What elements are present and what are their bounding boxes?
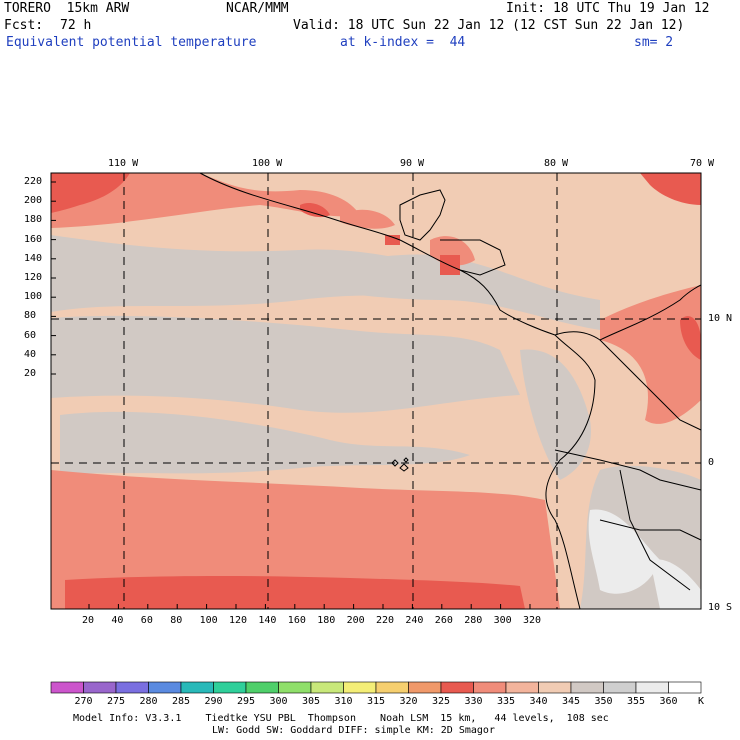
y-tick-label: 140 [24,252,43,264]
y-tick-label: 120 [24,272,43,283]
colorbar-level-label: 275 [107,696,126,707]
valid-time: Valid: 18 UTC Sun 22 Jan 12 (12 CST Sun … [293,18,685,33]
x-tick-label: 180 [317,615,336,626]
colorbar-swatch [50,681,84,694]
colorbar-level-label: 325 [432,696,451,707]
colorbar-swatch [538,681,572,694]
colorbar-level-label: 290 [204,696,223,707]
colorbar-swatch [180,681,214,694]
colorbar-level-label: 340 [529,696,548,707]
colorbar-level-label: 355 [627,696,646,707]
y-tick-label: 40 [24,348,37,360]
x-tick-label: 80 [170,615,183,626]
lat-label-10n: 10 N [708,313,733,324]
colorbar-swatch [408,681,442,694]
colorbar-level-label: 280 [139,696,158,707]
x-tick-label: 40 [111,615,124,626]
coastlines [199,172,702,610]
lon-label-80w: 80 W [544,158,569,169]
y-tick-label: 180 [24,214,43,226]
x-tick-label: 120 [229,615,248,626]
colorbar-swatch [635,681,669,694]
x-tick-label: 260 [434,615,453,626]
x-tick-label: 200 [346,615,365,626]
colorbar-level-label: 285 [172,696,191,707]
field-name: Equivalent potential temperature [6,35,257,50]
colorbar-swatch [278,681,312,694]
y-tick-label: 80 [24,310,37,322]
x-tick-label: 20 [82,615,95,626]
colorbar-level-label: 305 [302,696,321,707]
colorbar-level-label: 315 [367,696,386,707]
graticule [51,173,701,609]
lon-label-90w: 90 W [400,158,425,169]
y-tick-label: 20 [24,368,37,379]
x-tick-label: 140 [258,615,277,626]
smoothing-label: sm= 2 [634,35,674,50]
galapagos-islands [391,457,409,472]
lon-label-70w: 70 W [690,158,715,169]
colorbar-swatch [375,681,409,694]
colorbar-swatch [603,681,637,694]
x-tick-label: 220 [376,615,395,626]
x-tick-label: 300 [493,615,512,626]
init-time: Init: 18 UTC Thu 19 Jan 12 [506,1,710,16]
colorbar-swatch [148,681,182,694]
lon-label-110w: 110 W [108,158,139,169]
colorbar-level-label: 270 [74,696,93,707]
colorbar-swatch [343,681,377,694]
x-tick-label: 60 [140,615,153,626]
colorbar-swatch [213,681,247,694]
lat-label-0: 0 [708,457,715,468]
x-tick-label: 160 [287,615,306,626]
physics-info: LW: Godd SW: Goddard DIFF: simple KM: 2D… [212,725,495,736]
colorbar-level-label: 335 [497,696,516,707]
lat-label-10s: 10 S [708,602,733,613]
y-tick-label: 100 [24,291,43,303]
colorbar-swatch [505,681,539,694]
center-name: NCAR/MMM [226,1,289,16]
colorbar-level-label: 360 [659,696,678,707]
model-info: Model Info: V3.3.1 Tiedtke YSU PBL Thomp… [73,713,609,724]
forecast-value: 72 h [60,18,92,33]
colorbar-level-label: 350 [594,696,613,707]
x-tick-label: 240 [405,615,424,626]
colorbar-swatch [83,681,117,694]
colorbar-level-label: 310 [334,696,353,707]
x-tick-label: 320 [523,615,542,626]
y-tick-label: 60 [24,329,37,341]
colorbar-swatch [473,681,507,694]
colorbar-unit: K [698,696,705,707]
model-name: TORERO 15km ARW [4,1,130,16]
colorbar-swatch [668,681,702,694]
colorbar-swatch [570,681,604,694]
colorbar-swatch [245,681,279,694]
lon-label-100w: 100 W [252,158,283,169]
y-tick-label: 160 [24,233,43,245]
x-tick-label: 280 [464,615,483,626]
colorbar-level-label: 345 [562,696,581,707]
forecast-label: Fcst: [4,18,44,33]
y-tick-label: 200 [24,195,43,207]
x-tick-label: 100 [199,615,218,626]
y-tick-label: 220 [24,176,43,187]
axis-ticks [51,181,531,609]
colorbar-swatch [310,681,344,694]
colorbar-swatch [115,681,149,694]
map-field [51,173,701,609]
colorbar-level-label: 295 [237,696,256,707]
colorbar-swatch [440,681,474,694]
map-frame [50,172,702,610]
level-label: at k-index = 44 [340,35,466,50]
colorbar-level-label: 330 [464,696,483,707]
colorbar-level-label: 320 [399,696,418,707]
colorbar-level-label: 300 [269,696,288,707]
